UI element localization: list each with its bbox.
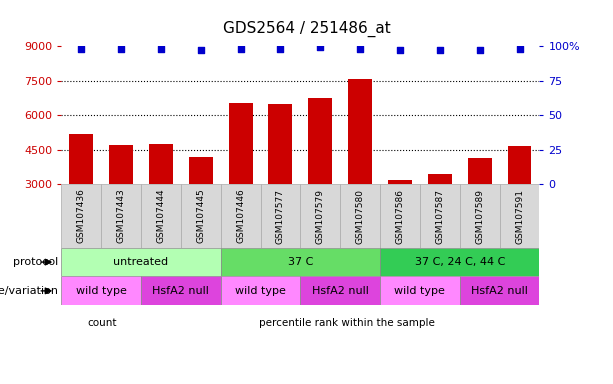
Bar [340, 184, 380, 248]
Text: GSM107586: GSM107586 [395, 189, 405, 243]
Text: GSM107443: GSM107443 [116, 189, 126, 243]
Text: genotype/variation: genotype/variation [0, 286, 58, 296]
Text: GSM107445: GSM107445 [196, 189, 205, 243]
Text: untreated: untreated [113, 257, 169, 267]
Bar [380, 184, 420, 248]
Text: protocol: protocol [13, 257, 58, 267]
Bar [109, 145, 133, 184]
Point [235, 46, 245, 52]
Text: percentile rank within the sample: percentile rank within the sample [259, 318, 435, 328]
Bar [229, 103, 253, 184]
Text: HsfA2 null: HsfA2 null [153, 286, 209, 296]
Bar [221, 184, 261, 248]
Bar [189, 157, 213, 184]
Text: 37 C: 37 C [287, 257, 313, 267]
Bar [181, 184, 221, 248]
Text: GSM107444: GSM107444 [156, 189, 166, 243]
Text: GSM107591: GSM107591 [515, 189, 524, 243]
Point [514, 46, 524, 52]
Text: GSM107580: GSM107580 [356, 189, 365, 243]
Bar [468, 158, 492, 184]
Text: GSM107436: GSM107436 [77, 189, 86, 243]
Bar [428, 174, 452, 184]
Bar [221, 276, 300, 305]
Bar [268, 104, 292, 184]
Point [276, 46, 286, 52]
Text: GSM107587: GSM107587 [435, 189, 444, 243]
Bar [460, 184, 500, 248]
Bar [380, 248, 539, 276]
Text: GDS2564 / 251486_at: GDS2564 / 251486_at [223, 21, 390, 37]
Bar [221, 248, 380, 276]
Bar [101, 184, 141, 248]
Bar [500, 184, 539, 248]
Text: count: count [87, 318, 116, 328]
Text: HsfA2 null: HsfA2 null [471, 286, 528, 296]
Bar [61, 276, 141, 305]
Bar [460, 276, 539, 305]
Text: wild type: wild type [395, 286, 445, 296]
Text: GSM107589: GSM107589 [475, 189, 484, 243]
Bar [61, 184, 101, 248]
Text: GSM107446: GSM107446 [236, 189, 245, 243]
Point [355, 46, 365, 52]
Point [196, 47, 206, 53]
Text: GSM107579: GSM107579 [316, 189, 325, 243]
Bar [380, 276, 460, 305]
Bar [141, 276, 221, 305]
Text: HsfA2 null: HsfA2 null [312, 286, 368, 296]
Bar [141, 184, 181, 248]
Point [435, 47, 445, 53]
Text: wild type: wild type [235, 286, 286, 296]
Bar [348, 79, 372, 184]
Text: GSM107577: GSM107577 [276, 189, 285, 243]
Bar [300, 184, 340, 248]
Bar [300, 276, 380, 305]
Point [76, 46, 86, 52]
Text: wild type: wild type [76, 286, 126, 296]
Point [316, 45, 326, 51]
Point [475, 47, 485, 53]
Point [116, 46, 126, 52]
Bar [508, 146, 531, 184]
Text: 37 C, 24 C, 44 C: 37 C, 24 C, 44 C [414, 257, 505, 267]
Point [156, 46, 166, 52]
Bar [388, 180, 412, 184]
Point [395, 47, 405, 53]
Bar [61, 248, 221, 276]
Bar [149, 144, 173, 184]
Bar [420, 184, 460, 248]
Bar [308, 98, 332, 184]
Bar [69, 134, 93, 184]
Bar [261, 184, 300, 248]
